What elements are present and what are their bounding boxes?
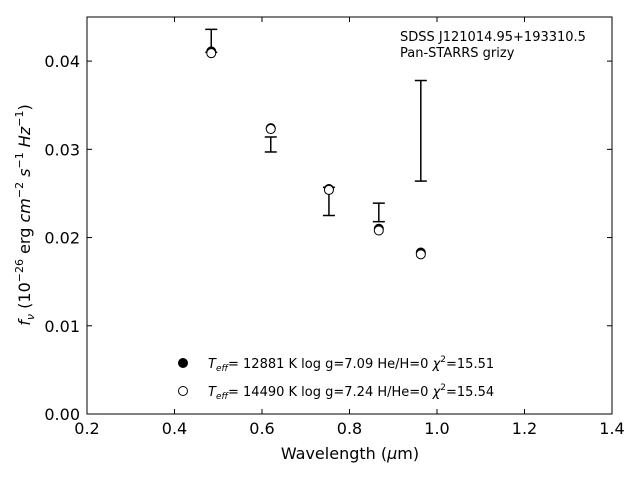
data-point-open — [415, 249, 426, 260]
y-label-f: f — [15, 318, 34, 326]
y-label-c: ) — [15, 104, 34, 110]
y-tick-label: 0.01 — [44, 317, 80, 336]
legend-end: =15.54 — [446, 385, 494, 400]
y-tick-label: 0.03 — [44, 140, 80, 159]
legend-entry-open: Teff= 14490 K log g=7.24 H/He=0 χ2=15.54 — [208, 383, 494, 402]
legend-entry-filled: Teff= 12881 K log g=7.09 He/H=0 χ2=15.51 — [208, 355, 494, 374]
x-tick-label: 0.6 — [249, 419, 274, 438]
x-label-pre: Wavelength ( — [281, 444, 387, 463]
axis-ticks: 0.2 0.4 0.6 0.8 1.0 1.2 1.4 0.00 0.01 0.02 0.03 0.0… — [44, 17, 625, 438]
legend-rest: = 12881 K log g=7.09 He/H=0 — [228, 357, 433, 372]
observed-error-bars — [205, 28, 427, 223]
y-axis-label: fν (10−26 erg cm−2 s−1 Hz−1) — [13, 104, 37, 325]
y-label-b: erg — [15, 223, 34, 259]
y-label-cm: cm — [15, 198, 34, 222]
legend-marker-filled — [178, 358, 188, 368]
y-label-hz: Hz — [15, 126, 34, 152]
legend-chi: χ — [432, 385, 442, 400]
legend-eff: eff — [216, 364, 230, 374]
y-label-e4: −1 — [13, 111, 26, 127]
y-label-nu: ν — [24, 314, 37, 320]
legend-chi: χ — [432, 357, 442, 372]
x-tick-label: 1.4 — [599, 419, 624, 438]
x-tick-label: 1.0 — [424, 419, 449, 438]
legend-t: T — [208, 357, 217, 372]
x-tick-label: 0.2 — [74, 419, 99, 438]
x-axis-label: Wavelength (μm) — [281, 444, 419, 463]
x-tick-label: 0.4 — [162, 419, 187, 438]
legend-eff: eff — [216, 392, 230, 402]
model-points — [206, 46, 426, 260]
legend-two: 2 — [440, 355, 446, 365]
annotation-line-1: SDSS J121014.95+193310.5 — [400, 30, 586, 45]
legend-t: T — [208, 385, 217, 400]
y-label-e2: −2 — [13, 182, 26, 198]
legend-marker-open — [178, 386, 188, 396]
annotation-line-2: Pan-STARRS grizy — [400, 46, 515, 61]
y-tick-label: 0.00 — [44, 405, 80, 424]
y-label-a: (10 — [15, 282, 34, 314]
y-tick-label: 0.02 — [44, 229, 80, 248]
x-label-mu: μ — [386, 444, 397, 463]
data-point-open — [323, 184, 334, 195]
legend-end: =15.51 — [446, 357, 494, 372]
data-point-open — [206, 48, 217, 59]
y-tick-label: 0.04 — [44, 52, 80, 71]
x-tick-label: 1.2 — [512, 419, 537, 438]
y-label-e3: −1 — [13, 152, 26, 168]
y-label-s: s — [15, 169, 34, 182]
legend-rest: = 14490 K log g=7.24 H/He=0 — [228, 385, 433, 400]
data-point-open — [265, 124, 276, 135]
x-tick-label: 0.8 — [337, 419, 362, 438]
y-label-e1: −26 — [13, 259, 26, 282]
data-point-open — [373, 225, 384, 236]
legend-two: 2 — [440, 383, 446, 393]
x-label-post: m) — [397, 444, 419, 463]
plot-frame — [86, 16, 613, 415]
legend: Teff= 12881 K log g=7.09 He/H=0 χ2=15.51… — [178, 355, 494, 402]
